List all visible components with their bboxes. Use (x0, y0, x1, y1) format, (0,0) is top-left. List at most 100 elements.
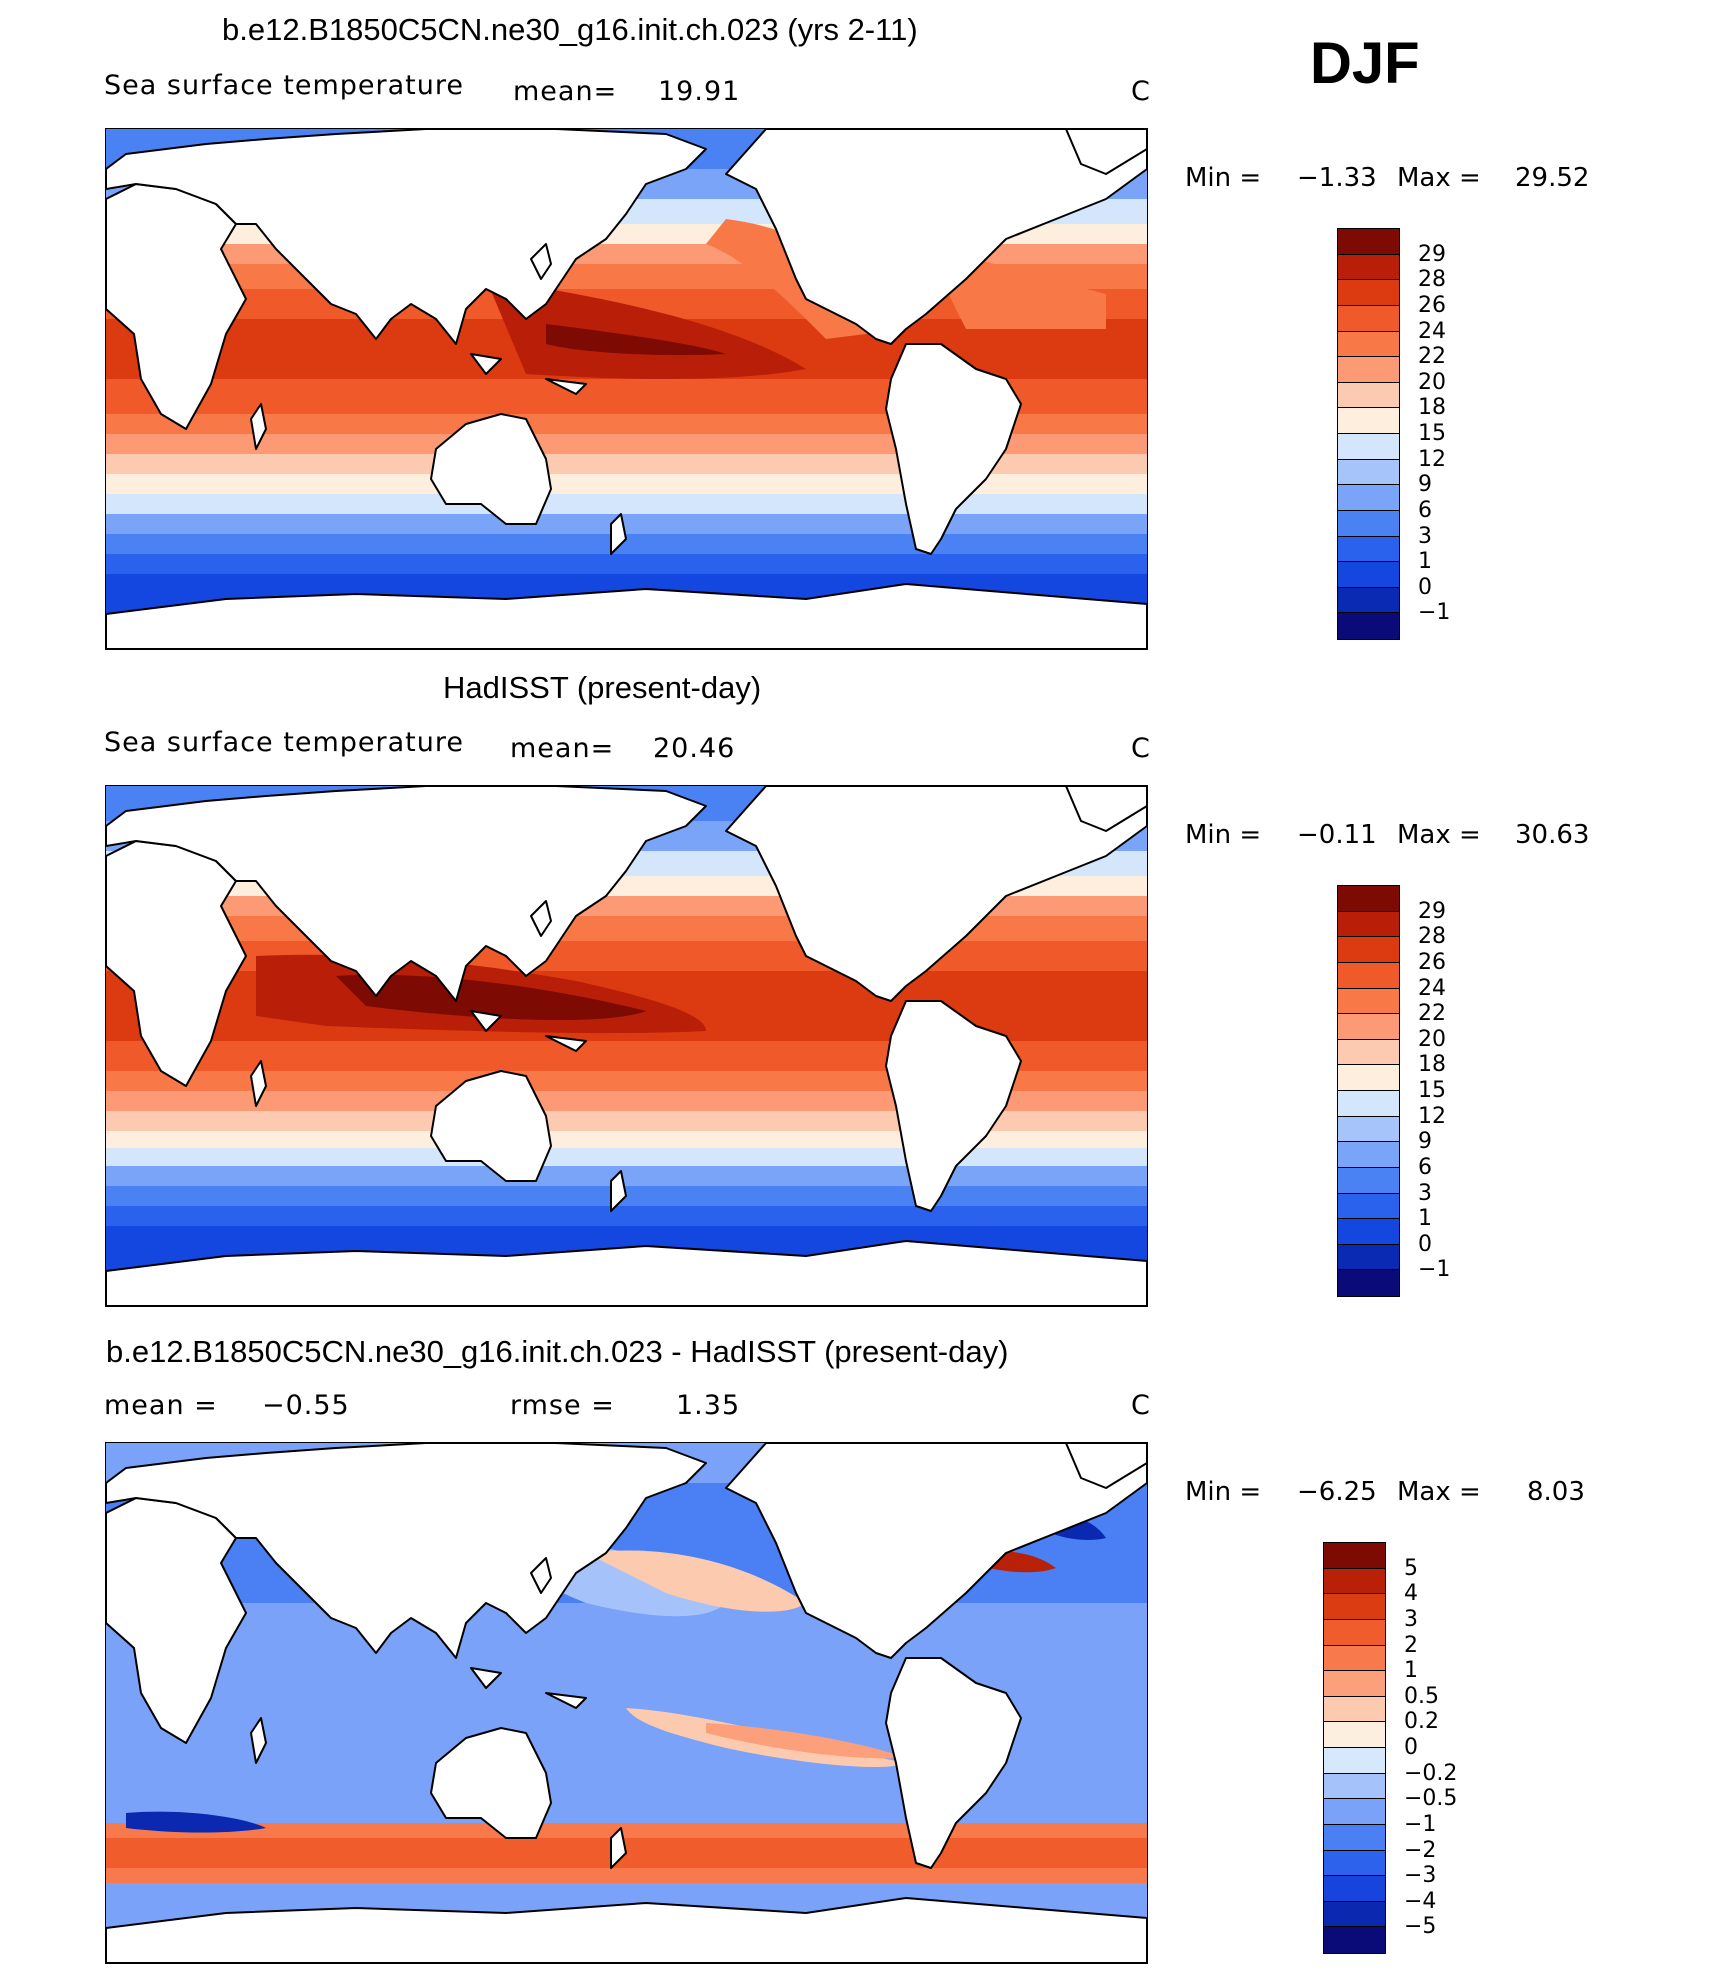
colorbar-box (1338, 305, 1399, 332)
landmass (530, 1557, 552, 1594)
landmass (430, 1070, 552, 1182)
colorbar-box (1338, 485, 1399, 511)
colorbar-box (1324, 1645, 1385, 1672)
landmass (610, 1827, 627, 1869)
panel1-variable-label: Sea surface temperature (104, 70, 464, 101)
landmass (1065, 129, 1147, 175)
panel3-min-value: −6.25 (1297, 1477, 1377, 1507)
panel2-map-svg (106, 786, 1147, 1306)
landmass (610, 1170, 627, 1212)
colorbar-tick-label: 9 (1418, 472, 1432, 498)
landmass (545, 378, 587, 395)
landmass (885, 1657, 1022, 1869)
landmass (725, 786, 1147, 1002)
colorbar-box (1338, 254, 1399, 281)
colorbar-box (1338, 962, 1399, 989)
colorbar-box (1338, 911, 1399, 938)
colorbar-box (1324, 1748, 1385, 1774)
colorbar-box (1324, 1568, 1385, 1595)
colorbar-tick-label: 28 (1418, 267, 1446, 293)
panel2-colorbar (1337, 885, 1400, 1297)
colorbar-box (1324, 1876, 1385, 1902)
panel1-mean-value: 19.91 (658, 76, 741, 107)
landmass (545, 1692, 587, 1709)
colorbar-box (1324, 1927, 1385, 1953)
panel3-rmse-label: rmse = (510, 1390, 615, 1421)
colorbar-tick-label: 0 (1418, 574, 1432, 600)
colorbar-tick-label: 20 (1418, 369, 1446, 395)
colorbar-tick-label: −4 (1404, 1888, 1437, 1914)
colorbar-box (1338, 1142, 1399, 1168)
panel3-map (105, 1442, 1148, 1964)
colorbar-tick-label: 22 (1418, 1001, 1446, 1027)
colorbar-box (1338, 1270, 1399, 1296)
colorbar-tick-label: 6 (1418, 497, 1432, 523)
colorbar-box (1338, 459, 1399, 486)
colorbar-box (1338, 1219, 1399, 1245)
panel2-variable-label: Sea surface temperature (104, 727, 464, 758)
landmass (885, 1000, 1022, 1212)
colorbar-tick-label: 26 (1418, 292, 1446, 318)
colorbar-tick-label: 1 (1418, 549, 1432, 575)
colorbar-box (1338, 408, 1399, 434)
colorbar-tick-label: 0.2 (1404, 1709, 1439, 1735)
panel3-mean-value: −0.55 (262, 1390, 350, 1421)
panel1-units: C (1131, 76, 1151, 107)
sst-band (106, 434, 1147, 455)
colorbar-box (1338, 434, 1399, 460)
landmass (885, 343, 1022, 555)
colorbar-box (1324, 1696, 1385, 1723)
landmass (725, 1443, 1147, 1659)
colorbar-box (1324, 1619, 1385, 1646)
landmass (470, 1667, 502, 1689)
colorbar-box (1324, 1722, 1385, 1748)
colorbar-box (1338, 1167, 1399, 1194)
panel2-title: HadISST (present-day) (443, 670, 762, 705)
panel1-colorbar (1337, 228, 1400, 640)
warm-pool-core (336, 974, 646, 1021)
colorbar-tick-label: 24 (1418, 975, 1446, 1001)
colorbar-tick-label: 0 (1404, 1735, 1418, 1760)
colorbar-tick-label: −2 (1404, 1837, 1437, 1863)
panel1-max-value: 29.52 (1515, 163, 1590, 193)
colorbar-box (1338, 1116, 1399, 1143)
colorbar-box (1338, 886, 1399, 912)
landmass (545, 1035, 587, 1052)
colorbar-tick-label: 3 (1418, 523, 1432, 549)
sst-band (106, 1091, 1147, 1112)
colorbar-box (1338, 1065, 1399, 1091)
panel3-colorbar (1323, 1542, 1386, 1954)
colorbar-box (1324, 1543, 1385, 1569)
colorbar-tick-label: 15 (1418, 421, 1446, 446)
panel1-min-value: −1.33 (1297, 163, 1377, 193)
panel2-max-label: Max = (1397, 820, 1481, 850)
colorbar-tick-label: −1 (1418, 1257, 1451, 1283)
colorbar-box (1338, 280, 1399, 306)
colorbar-tick-label: 12 (1418, 1103, 1446, 1129)
colorbar-tick-label: −5 (1404, 1914, 1437, 1940)
panel2-min-value: −0.11 (1297, 820, 1377, 850)
colorbar-tick-label: 0 (1418, 1231, 1432, 1257)
colorbar-tick-label: 29 (1418, 241, 1446, 267)
colorbar-box (1338, 1091, 1399, 1117)
panel3-mean-label: mean = (104, 1390, 218, 1421)
panel3-max-label: Max = (1397, 1477, 1481, 1507)
landmass (530, 900, 552, 937)
colorbar-tick-label: 6 (1418, 1154, 1432, 1180)
panel1-map (105, 128, 1148, 650)
colorbar-box (1338, 937, 1399, 963)
colorbar-box (1324, 1901, 1385, 1928)
colorbar-box (1338, 510, 1399, 537)
colorbar-box (1338, 562, 1399, 588)
sst-anomaly-region (586, 1550, 806, 1612)
landmass (1065, 786, 1147, 832)
landmass (530, 243, 552, 280)
colorbar-tick-label: 3 (1418, 1180, 1432, 1206)
colorbar-box (1338, 331, 1399, 358)
colorbar-box (1338, 382, 1399, 409)
colorbar-box (1324, 1671, 1385, 1697)
panel1-map-svg (106, 129, 1147, 649)
panel2-min-label: Min = (1185, 820, 1262, 850)
season-label: DJF (1310, 31, 1420, 96)
colorbar-box (1324, 1594, 1385, 1620)
